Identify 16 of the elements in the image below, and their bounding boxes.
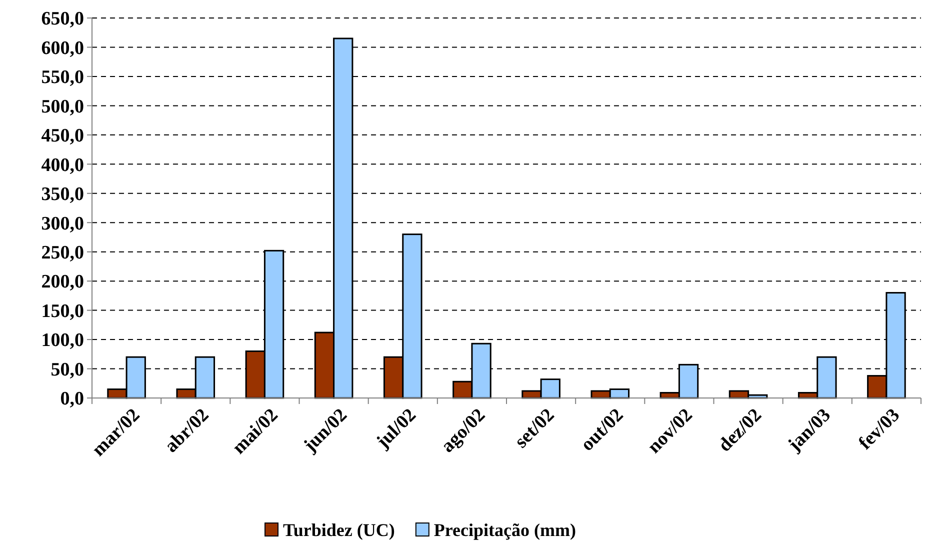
legend-label: Turbidez (UC) [283,520,395,540]
y-tick-label: 400,0 [41,154,84,176]
y-tick-label: 50,0 [50,359,84,380]
y-tick-label: 0,0 [60,388,84,410]
y-tick-label: 100,0 [41,330,84,352]
y-tick-label: 250,0 [41,242,84,264]
y-tick-label: 350,0 [41,184,84,206]
y-tick-label: 550,0 [41,67,84,88]
y-tick-label: 650,0 [41,8,84,30]
y-tick-label: 300,0 [41,213,84,234]
y-tick-label: 150,0 [41,300,84,322]
y-tick-label: 600,0 [41,38,84,59]
y-tick-label: 500,0 [41,96,84,118]
y-tick-label: 450,0 [41,126,84,147]
y-tick-label: 200,0 [41,272,84,293]
legend-label: Precipitação (mm) [434,520,576,540]
